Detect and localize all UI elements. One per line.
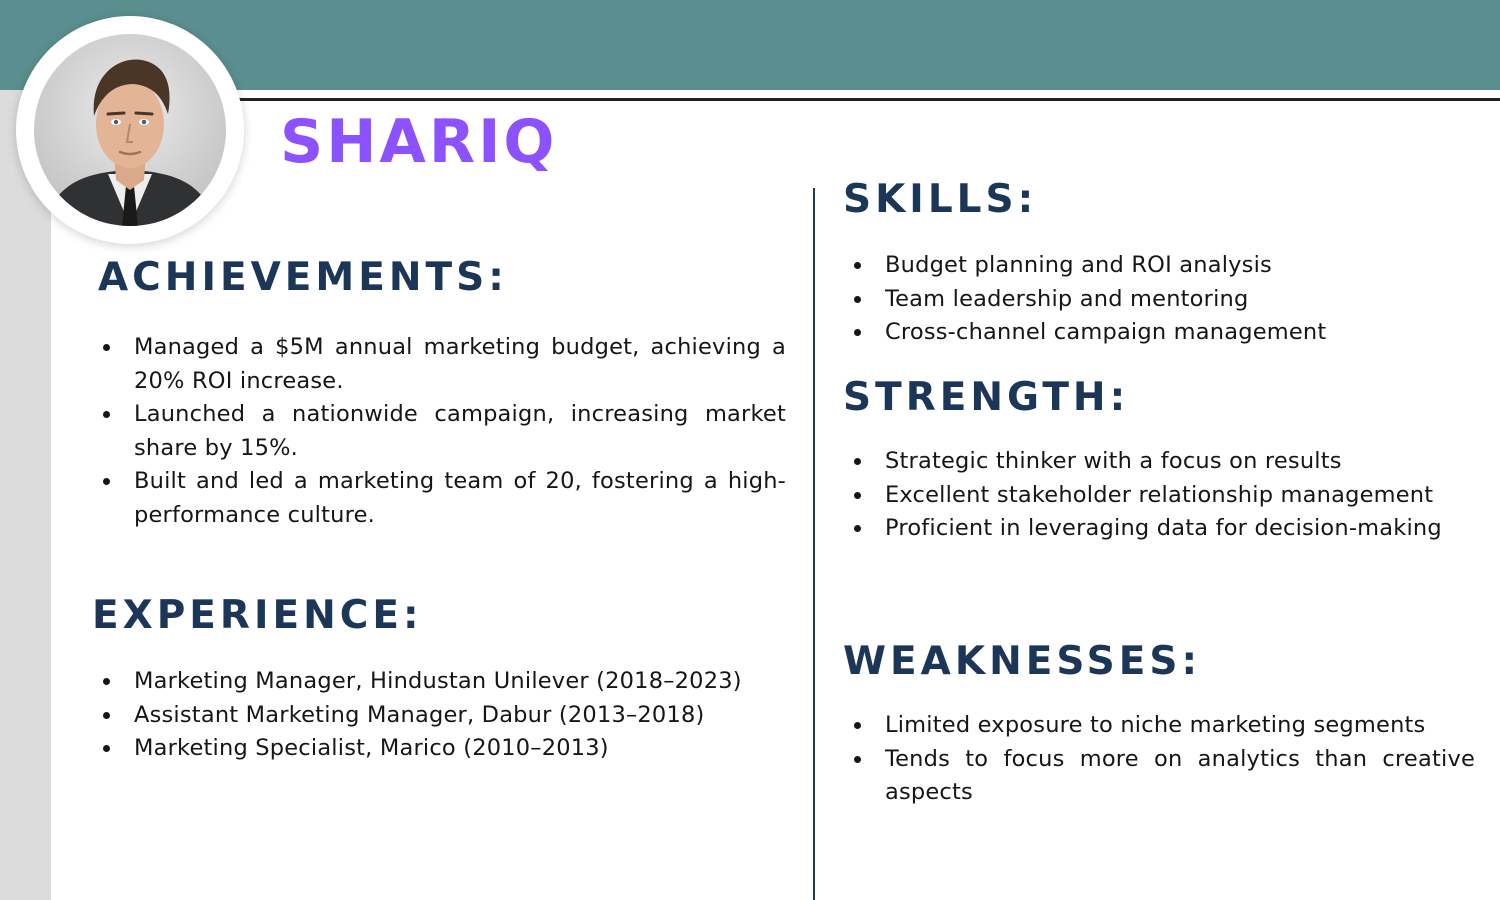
list-item: Budget planning and ROI analysis	[843, 249, 1475, 283]
weaknesses-list: Limited exposure to niche marketing segm…	[843, 709, 1475, 810]
profile-photo	[34, 34, 226, 226]
list-item: Built and led a marketing team of 20, fo…	[92, 465, 786, 532]
left-side-band	[0, 90, 51, 900]
header-band	[0, 0, 1500, 90]
header-rule	[0, 98, 1500, 101]
achievements-heading: ACHIEVEMENTS:	[98, 255, 508, 300]
experience-list: Marketing Manager, Hindustan Unilever (2…	[92, 665, 786, 766]
experience-section: EXPERIENCE: Marketing Manager, Hindustan…	[92, 596, 786, 766]
achievements-section: ACHIEVEMENTS: Managed a $5M annual marke…	[92, 258, 786, 532]
list-item: Managed a $5M annual marketing budget, a…	[92, 331, 786, 398]
skills-heading: SKILLS:	[843, 177, 1038, 222]
skills-list: Budget planning and ROI analysis Team le…	[843, 249, 1475, 350]
list-item: Proficient in leveraging data for decisi…	[843, 512, 1475, 546]
weaknesses-heading: WEAKNESSES:	[843, 639, 1202, 684]
list-item: Excellent stakeholder relationship manag…	[843, 479, 1475, 513]
experience-heading: EXPERIENCE:	[92, 593, 423, 638]
list-item: Strategic thinker with a focus on result…	[843, 445, 1475, 479]
achievements-list: Managed a $5M annual marketing budget, a…	[92, 331, 786, 532]
list-item: Cross-channel campaign management	[843, 316, 1475, 350]
candidate-name: SHARIQ	[280, 107, 558, 177]
list-item: Tends to focus more on analytics than cr…	[843, 743, 1475, 810]
strength-list: Strategic thinker with a focus on result…	[843, 445, 1475, 546]
list-item: Team leadership and mentoring	[843, 283, 1475, 317]
strength-section: STRENGTH: Strategic thinker with a focus…	[843, 378, 1475, 546]
list-item: Launched a nationwide campaign, increasi…	[92, 398, 786, 465]
list-item: Marketing Manager, Hindustan Unilever (2…	[92, 665, 786, 699]
weaknesses-section: WEAKNESSES: Limited exposure to niche ma…	[843, 642, 1475, 810]
list-item: Assistant Marketing Manager, Dabur (2013…	[92, 699, 786, 733]
strength-heading: STRENGTH:	[843, 375, 1130, 420]
skills-section: SKILLS: Budget planning and ROI analysis…	[843, 180, 1475, 350]
column-divider	[813, 188, 815, 900]
list-item: Marketing Specialist, Marico (2010–2013)	[92, 732, 786, 766]
portrait-illustration	[34, 34, 226, 226]
profile-photo-frame	[16, 16, 244, 244]
list-item: Limited exposure to niche marketing segm…	[843, 709, 1475, 743]
